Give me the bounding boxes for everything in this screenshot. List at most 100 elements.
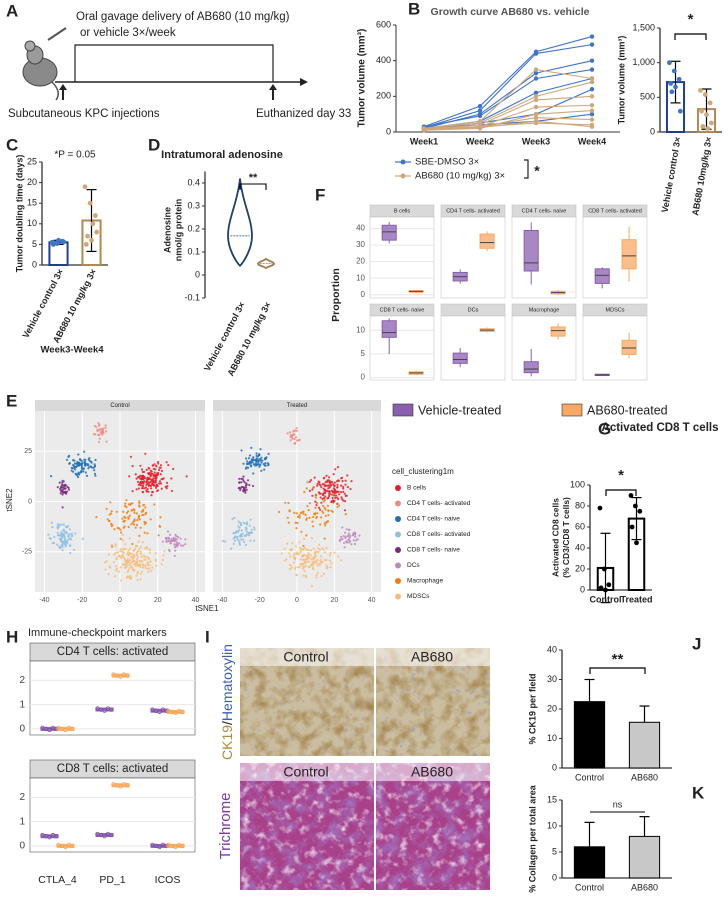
cell-point (151, 464, 154, 467)
cell-point (62, 523, 65, 526)
y-tick-label: 40 (547, 644, 557, 654)
cell-point (233, 531, 236, 535)
cell-point (237, 538, 240, 542)
cell-point (63, 491, 66, 494)
cell-point (113, 528, 116, 531)
y-tick-label: 30 (547, 674, 557, 684)
cell-point (172, 539, 175, 543)
data-point (598, 585, 604, 591)
cell-point (316, 562, 319, 565)
box (523, 361, 539, 374)
cell-point (121, 563, 124, 566)
cell-point (141, 481, 144, 484)
y-tick-label: 5 (32, 239, 37, 249)
cell-point (329, 482, 332, 485)
cell-point (67, 488, 70, 491)
box (381, 320, 397, 338)
cell-point (240, 477, 243, 480)
cell-point (334, 490, 337, 493)
cell-point (166, 530, 170, 533)
cell-point (303, 566, 306, 569)
cell-point (231, 518, 234, 521)
cell-point (300, 563, 303, 566)
cell-point (126, 571, 129, 574)
cell-point (89, 465, 92, 468)
cell-point (252, 456, 255, 459)
cell-point (237, 520, 240, 523)
cell-point (317, 547, 320, 550)
cell-point (246, 533, 249, 536)
cell-point (307, 509, 310, 512)
histology-image (240, 763, 490, 890)
x-tick-label: 0 (295, 597, 299, 604)
cell-point (286, 432, 289, 435)
data-point (61, 239, 67, 245)
cell-point (333, 551, 336, 554)
cell-point (289, 435, 292, 439)
legend-marker (395, 562, 401, 569)
cell-point (140, 560, 143, 563)
cell-point (244, 467, 248, 470)
cell-point (155, 484, 158, 487)
y-tick-label: 2 (19, 675, 25, 686)
cell-point (255, 452, 258, 455)
facet-panel (582, 216, 648, 299)
box (479, 233, 495, 249)
cell-point (314, 500, 317, 503)
cell-point (316, 558, 319, 562)
cell-point (311, 560, 314, 564)
cell-point (135, 488, 138, 491)
cell-point (327, 514, 330, 517)
cell-point (237, 487, 240, 490)
cell-point (296, 551, 299, 554)
y-tick-label: 20 (356, 257, 365, 266)
cell-point (248, 483, 251, 487)
cell-point (135, 523, 139, 527)
cell-point (129, 577, 132, 580)
chart-title: Growth curve AB680 vs. vehicle (431, 6, 590, 18)
p-value-annotation: *P = 0.05 (54, 150, 96, 161)
cell-point (243, 540, 246, 544)
cell-point (68, 544, 71, 547)
facet-title: MDSCs (606, 307, 625, 313)
cell-point (334, 496, 337, 499)
cell-point (99, 432, 102, 435)
cell-point (78, 463, 81, 466)
cell-point (312, 486, 315, 489)
cell-point (345, 540, 348, 543)
cell-point (148, 477, 151, 480)
cell-point (184, 543, 187, 546)
cell-point (80, 467, 84, 470)
cell-point (135, 552, 138, 555)
counterstain-name: Hematoxylin (219, 644, 235, 721)
facet-title: CD8 T cells- naive (380, 307, 425, 313)
cell-point (296, 515, 300, 519)
cell-point (58, 524, 61, 527)
cell-point (221, 540, 225, 543)
data-point (637, 508, 643, 514)
cell-point (150, 478, 153, 481)
cell-point (321, 510, 324, 513)
cell-point (148, 548, 151, 551)
median-bar (150, 708, 169, 713)
cell-point (240, 523, 243, 527)
cell-point (246, 460, 249, 463)
bar (628, 721, 661, 769)
cell-point (302, 574, 305, 577)
cell-point (243, 522, 246, 525)
growth-line (423, 44, 593, 129)
cell-point (146, 532, 149, 535)
cell-point (126, 551, 130, 554)
x-tick-label: Vehicle control 3× (660, 136, 683, 213)
cell-point (305, 534, 308, 537)
cell-point (312, 568, 315, 571)
growth-point (589, 87, 595, 92)
cell-point (313, 476, 316, 479)
panel-letter: H (6, 627, 18, 646)
cell-point (73, 467, 76, 470)
cell-point (297, 439, 300, 442)
cell-point (114, 543, 117, 546)
cell-point (135, 554, 139, 557)
cell-point (295, 426, 298, 430)
cell-point (154, 558, 157, 561)
